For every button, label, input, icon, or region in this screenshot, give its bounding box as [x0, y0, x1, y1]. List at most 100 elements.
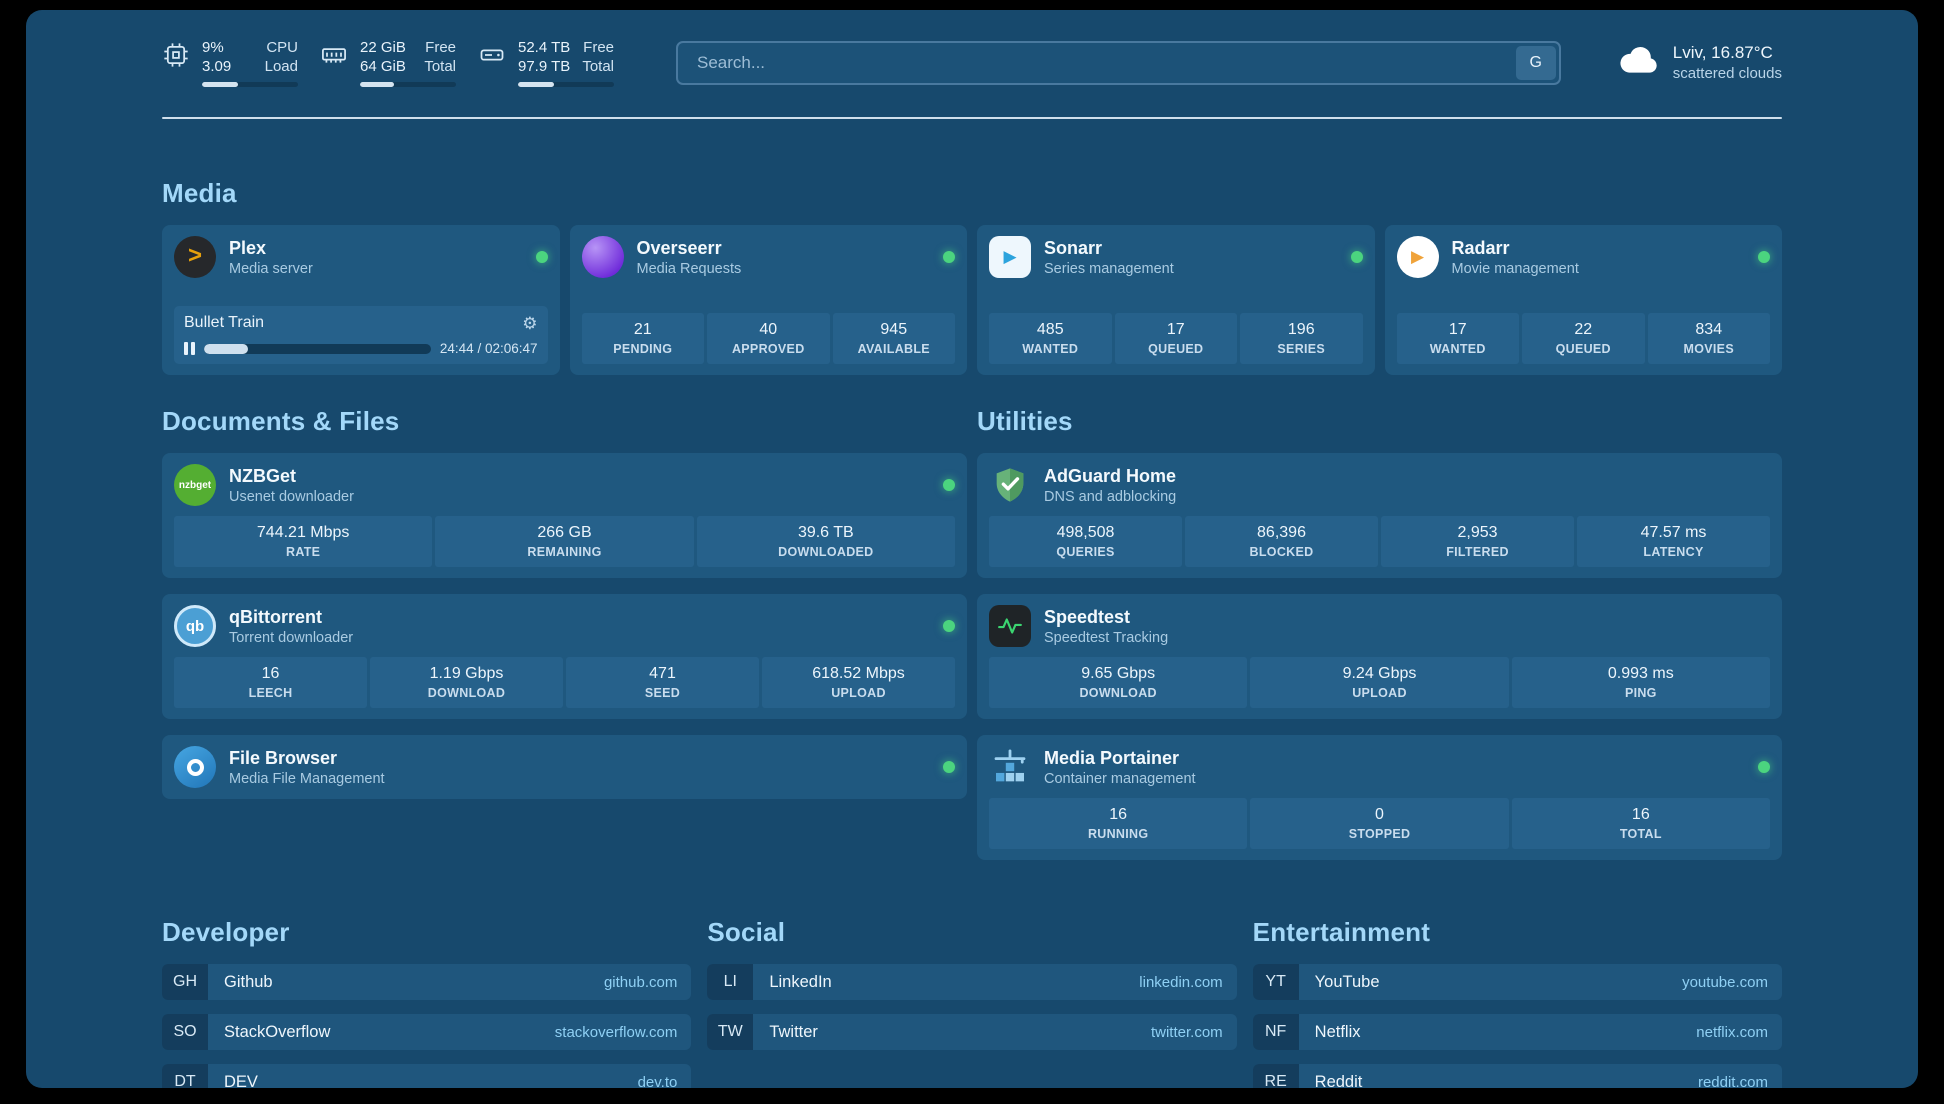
stat-remaining: 266 GB REMAINING	[435, 516, 694, 567]
stat-label: REMAINING	[527, 545, 602, 559]
bookmark-netflix[interactable]: NF Netflix netflix.com	[1252, 1014, 1782, 1050]
bookmark-url: twitter.com	[1150, 1023, 1223, 1041]
service-link-sonarr[interactable]: ▶ Sonarr Series management	[989, 236, 1363, 278]
service-link-radarr[interactable]: ▶ Radarr Movie management	[1396, 236, 1770, 278]
bookmark-reddit[interactable]: RE Reddit reddit.com	[1252, 1064, 1782, 1089]
bookmark-url: linkedin.com	[1139, 973, 1223, 991]
bookmark-name: YouTube	[1314, 972, 1380, 991]
stat-value: 1.19 Gbps	[429, 665, 504, 682]
stat-value: 16	[1109, 806, 1128, 823]
service-name: Media Portainer	[1044, 747, 1180, 768]
search-input[interactable]	[681, 52, 1516, 73]
search-bar: G	[676, 40, 1561, 85]
memory-widget: 22 GiB Free 64 GiB Total	[320, 38, 456, 87]
bookmark-youtube[interactable]: YT YouTube youtube.com	[1252, 964, 1782, 1000]
service-link-adguard[interactable]: AdGuard Home DNS and adblocking	[989, 464, 1770, 506]
stat-label: UPLOAD	[831, 686, 886, 700]
search-provider-button[interactable]: G	[1515, 45, 1556, 80]
status-dot	[943, 251, 955, 263]
bookmark-group-social: Social LI LinkedIn linkedin.com TW Twitt…	[707, 916, 1237, 1088]
service-name: NZBGet	[229, 465, 296, 486]
bookmark-abbr: YT	[1252, 964, 1299, 1000]
gear-icon[interactable]: ⚙	[522, 313, 538, 333]
service-link-filebrowser[interactable]: File Browser Media File Management	[174, 746, 955, 788]
stat-queued: 22 QUEUED	[1522, 313, 1645, 364]
bookmark-url: dev.to	[637, 1073, 678, 1089]
bookmarks: Developer GH Github github.com SO StackO…	[162, 916, 1782, 1088]
bookmark-name: Twitter	[769, 1022, 818, 1041]
cpu-load-value: 3.09	[202, 58, 232, 75]
stat-leech: 16 LEECH	[174, 657, 367, 708]
stat-value: 2,953	[1457, 524, 1498, 541]
memory-total-value: 64 GiB	[360, 58, 406, 75]
bookmark-url: reddit.com	[1697, 1073, 1768, 1089]
stat-movies: 834 MOVIES	[1647, 313, 1770, 364]
stat-queued: 17 QUEUED	[1114, 313, 1237, 364]
bookmark-url: stackoverflow.com	[554, 1023, 678, 1041]
stat-label: QUEUED	[1148, 342, 1204, 356]
stat-value: 266 GB	[537, 524, 592, 541]
service-link-portainer[interactable]: Media Portainer Container management	[989, 746, 1770, 788]
memory-free-value: 22 GiB	[360, 39, 406, 56]
stat-value: 196	[1287, 321, 1315, 338]
service-card-qbittorrent: qb qBittorrent Torrent downloader 16 LEEC…	[162, 594, 967, 719]
stat-value: 485	[1036, 321, 1064, 338]
disk-total-value: 97.9 TB	[518, 58, 571, 75]
stat-label: APPROVED	[731, 342, 805, 356]
service-card-radarr: ▶ Radarr Movie management 17 WANTED 22 QUE…	[1384, 225, 1782, 375]
service-name: File Browser	[229, 747, 338, 768]
bookmark-name: Netflix	[1314, 1022, 1361, 1041]
playback-time: 24:44 / 02:06:47	[439, 341, 538, 356]
status-dot	[943, 761, 955, 773]
bookmark-abbr: TW	[707, 1014, 754, 1050]
service-card-adguard: AdGuard Home DNS and adblocking 498,508 Q…	[977, 453, 1782, 578]
stat-value: 945	[880, 321, 908, 338]
stat-value: 86,396	[1257, 524, 1306, 541]
bookmark-group-title: Entertainment	[1252, 917, 1431, 947]
stat-value: 22	[1574, 321, 1593, 338]
weather-location: Lviv, 16.87°C	[1672, 43, 1773, 62]
stat-label: SEED	[644, 686, 681, 700]
stat-label: RUNNING	[1087, 827, 1149, 841]
speedtest-pulse-icon	[989, 605, 1031, 647]
stat-wanted: 485 WANTED	[989, 313, 1112, 364]
stat-downloaded: 39.6 TB DOWNLOADED	[696, 516, 955, 567]
stat-label: QUERIES	[1056, 545, 1115, 559]
disk-progress-bar	[518, 82, 614, 87]
weather-widget: Lviv, 16.87°C scattered clouds	[1617, 42, 1782, 83]
stat-label: PENDING	[613, 342, 673, 356]
service-name: Plex	[229, 237, 267, 258]
stat-running: 16 RUNNING	[989, 798, 1248, 849]
stat-upload: 9.24 Gbps UPLOAD	[1250, 657, 1509, 708]
service-subtitle: Movie management	[1451, 260, 1579, 277]
service-subtitle: Container management	[1044, 770, 1196, 787]
service-link-speedtest[interactable]: Speedtest Speedtest Tracking	[989, 605, 1770, 647]
bookmark-abbr: GH	[162, 964, 208, 1000]
weather-condition: scattered clouds	[1672, 65, 1782, 82]
service-link-qbittorrent[interactable]: qb qBittorrent Torrent downloader	[174, 605, 955, 647]
bookmark-dev[interactable]: DT DEV dev.to	[162, 1064, 692, 1089]
bookmark-url: youtube.com	[1682, 973, 1768, 991]
bookmark-linkedin[interactable]: LI LinkedIn linkedin.com	[707, 964, 1237, 1000]
stat-value: 744.21 Mbps	[256, 524, 350, 541]
dashboard-page: 9% CPU 3.09 Load 22 GiB Free 64 GiB Total 52…	[26, 10, 1918, 1088]
section-media: Media > Plex Media server Bullet Train ⚙	[162, 177, 1782, 375]
bookmark-twitter[interactable]: TW Twitter twitter.com	[707, 1014, 1237, 1050]
service-subtitle: Series management	[1044, 260, 1174, 277]
stat-label: FILTERED	[1446, 545, 1509, 559]
service-link-nzbget[interactable]: nzbget NZBGet Usenet downloader	[174, 464, 955, 506]
bookmark-abbr: SO	[162, 1014, 208, 1050]
stat-value: 0	[1375, 806, 1384, 823]
bookmark-stackoverflow[interactable]: SO StackOverflow stackoverflow.com	[162, 1014, 692, 1050]
stat-label: DOWNLOAD	[1079, 686, 1157, 700]
stat-value: 9.24 Gbps	[1342, 665, 1417, 682]
stat-value: 498,508	[1056, 524, 1115, 541]
service-link-overseerr[interactable]: Overseerr Media Requests	[581, 236, 955, 278]
service-link-plex[interactable]: > Plex Media server	[174, 236, 548, 278]
memory-total-label: Total	[424, 58, 456, 75]
portainer-crane-icon	[989, 746, 1031, 788]
service-subtitle: Media server	[229, 260, 313, 277]
bookmark-github[interactable]: GH Github github.com	[162, 964, 692, 1000]
memory-icon	[320, 41, 348, 69]
service-card-speedtest: Speedtest Speedtest Tracking 9.65 Gbps DO…	[977, 594, 1782, 719]
